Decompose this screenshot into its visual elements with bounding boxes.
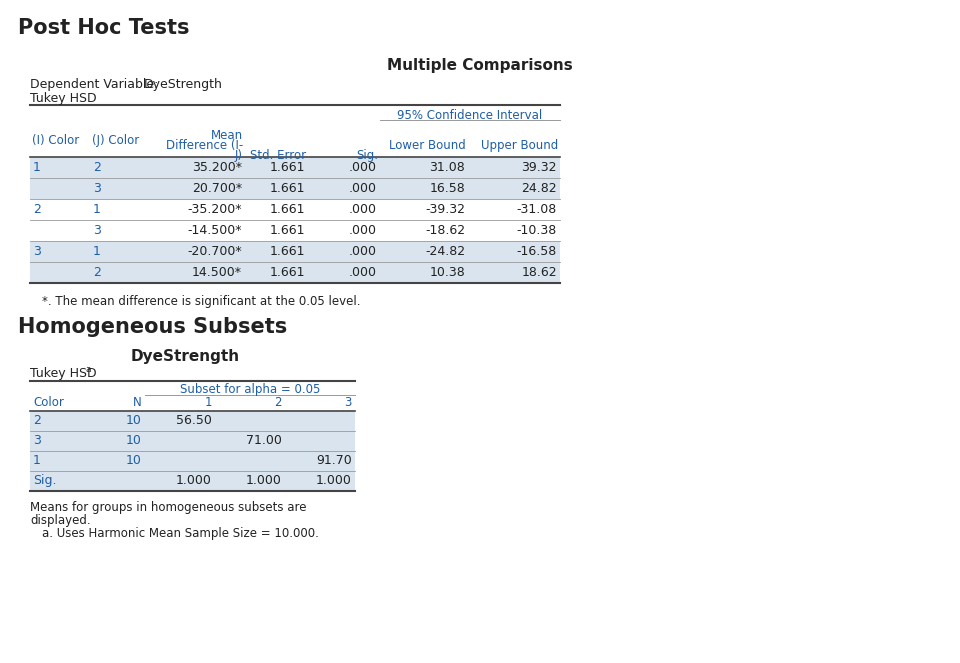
Text: Mean: Mean bbox=[211, 129, 243, 142]
Text: 10: 10 bbox=[126, 454, 142, 467]
Text: 14.500*: 14.500* bbox=[192, 266, 242, 279]
Text: 2: 2 bbox=[275, 396, 282, 409]
Text: DyeStrength: DyeStrength bbox=[144, 78, 223, 91]
Text: .000: .000 bbox=[349, 182, 377, 195]
Text: Means for groups in homogeneous subsets are: Means for groups in homogeneous subsets … bbox=[30, 501, 306, 514]
Text: Sig.: Sig. bbox=[356, 149, 378, 162]
Text: Upper Bound: Upper Bound bbox=[481, 139, 558, 152]
Text: 2: 2 bbox=[33, 414, 41, 427]
Text: Homogeneous Subsets: Homogeneous Subsets bbox=[18, 317, 287, 337]
Text: -20.700*: -20.700* bbox=[187, 245, 242, 258]
Text: 2: 2 bbox=[93, 266, 101, 279]
Text: 71.00: 71.00 bbox=[246, 434, 282, 447]
Text: *. The mean difference is significant at the 0.05 level.: *. The mean difference is significant at… bbox=[42, 295, 361, 308]
Text: 1.661: 1.661 bbox=[270, 224, 305, 237]
Text: .000: .000 bbox=[349, 161, 377, 174]
Text: 3: 3 bbox=[33, 434, 41, 447]
Text: 1.000: 1.000 bbox=[246, 474, 282, 487]
Text: 10.38: 10.38 bbox=[429, 266, 465, 279]
Text: -16.58: -16.58 bbox=[516, 245, 557, 258]
Text: 3: 3 bbox=[345, 396, 352, 409]
Text: 24.82: 24.82 bbox=[521, 182, 557, 195]
Text: 1.661: 1.661 bbox=[270, 203, 305, 216]
Text: .000: .000 bbox=[349, 266, 377, 279]
Text: Difference (I-: Difference (I- bbox=[166, 139, 243, 152]
Text: .000: .000 bbox=[349, 245, 377, 258]
Text: -35.200*: -35.200* bbox=[187, 203, 242, 216]
Text: (J) Color: (J) Color bbox=[92, 134, 139, 147]
Text: 1: 1 bbox=[93, 203, 101, 216]
Bar bbox=[30, 471, 355, 491]
Text: Color: Color bbox=[33, 396, 64, 409]
Text: 1: 1 bbox=[33, 454, 41, 467]
Text: 2: 2 bbox=[93, 161, 101, 174]
Text: 1.661: 1.661 bbox=[270, 182, 305, 195]
Text: Tukey HSD: Tukey HSD bbox=[30, 367, 97, 380]
Text: Std. Error: Std. Error bbox=[250, 149, 306, 162]
Text: 95% Confidence Interval: 95% Confidence Interval bbox=[397, 109, 542, 122]
Text: Subset for alpha = 0.05: Subset for alpha = 0.05 bbox=[180, 383, 321, 396]
Text: Tukey HSD: Tukey HSD bbox=[30, 92, 97, 105]
Bar bbox=[30, 411, 355, 431]
Text: Post Hoc Tests: Post Hoc Tests bbox=[18, 18, 189, 38]
Text: 20.700*: 20.700* bbox=[192, 182, 242, 195]
Text: Multiple Comparisons: Multiple Comparisons bbox=[387, 58, 573, 73]
Text: DyeStrength: DyeStrength bbox=[131, 349, 240, 364]
Text: 56.50: 56.50 bbox=[176, 414, 212, 427]
Bar bbox=[30, 241, 560, 283]
Text: -24.82: -24.82 bbox=[425, 245, 465, 258]
Text: 3: 3 bbox=[93, 182, 101, 195]
Text: Dependent Variable:: Dependent Variable: bbox=[30, 78, 158, 91]
Bar bbox=[30, 431, 355, 451]
Text: 1.000: 1.000 bbox=[176, 474, 212, 487]
Text: 1.661: 1.661 bbox=[270, 245, 305, 258]
Text: 31.08: 31.08 bbox=[429, 161, 465, 174]
Text: 1: 1 bbox=[93, 245, 101, 258]
Text: 1: 1 bbox=[33, 161, 41, 174]
Text: 1.000: 1.000 bbox=[316, 474, 352, 487]
Text: 1.661: 1.661 bbox=[270, 266, 305, 279]
Text: .000: .000 bbox=[349, 203, 377, 216]
Text: a. Uses Harmonic Mean Sample Size = 10.000.: a. Uses Harmonic Mean Sample Size = 10.0… bbox=[42, 527, 319, 540]
Text: 91.70: 91.70 bbox=[316, 454, 352, 467]
Bar bbox=[30, 451, 355, 471]
Text: 10: 10 bbox=[126, 434, 142, 447]
Text: J): J) bbox=[235, 149, 243, 162]
Text: 1: 1 bbox=[204, 396, 212, 409]
Text: 1.661: 1.661 bbox=[270, 161, 305, 174]
Bar bbox=[30, 157, 560, 199]
Text: 18.62: 18.62 bbox=[521, 266, 557, 279]
Text: -18.62: -18.62 bbox=[425, 224, 465, 237]
Text: (I) Color: (I) Color bbox=[32, 134, 80, 147]
Bar bbox=[30, 199, 560, 241]
Text: N: N bbox=[133, 396, 142, 409]
Text: a: a bbox=[85, 365, 90, 374]
Text: 10: 10 bbox=[126, 414, 142, 427]
Text: -39.32: -39.32 bbox=[425, 203, 465, 216]
Text: 39.32: 39.32 bbox=[521, 161, 557, 174]
Text: Sig.: Sig. bbox=[33, 474, 57, 487]
Text: displayed.: displayed. bbox=[30, 514, 90, 527]
Text: -10.38: -10.38 bbox=[516, 224, 557, 237]
Text: 3: 3 bbox=[33, 245, 41, 258]
Text: 3: 3 bbox=[93, 224, 101, 237]
Text: 2: 2 bbox=[33, 203, 41, 216]
Text: 35.200*: 35.200* bbox=[192, 161, 242, 174]
Text: 16.58: 16.58 bbox=[429, 182, 465, 195]
Text: -31.08: -31.08 bbox=[516, 203, 557, 216]
Text: Lower Bound: Lower Bound bbox=[389, 139, 466, 152]
Text: .000: .000 bbox=[349, 224, 377, 237]
Text: -14.500*: -14.500* bbox=[187, 224, 242, 237]
